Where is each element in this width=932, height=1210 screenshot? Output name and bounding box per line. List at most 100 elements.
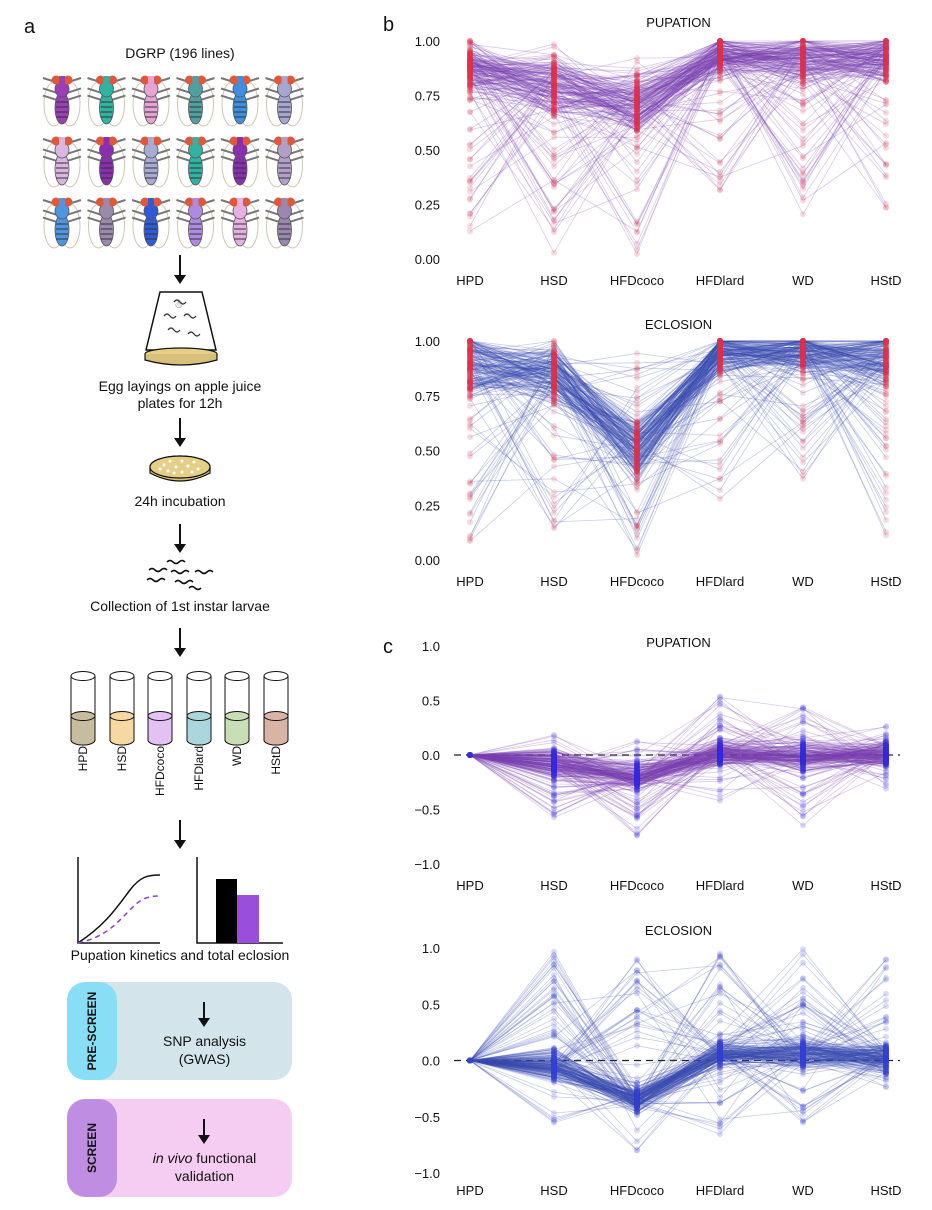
line-series (469, 350, 887, 454)
data-point (800, 38, 806, 44)
data-point (551, 382, 557, 389)
data-point (467, 53, 473, 59)
data-point (883, 73, 889, 80)
data-point (634, 115, 640, 122)
data-point (634, 186, 640, 193)
data-point (800, 338, 806, 344)
data-point (634, 460, 640, 467)
data-point (800, 347, 806, 353)
data-point (883, 383, 889, 390)
data-point (551, 107, 557, 114)
data-point (717, 344, 723, 351)
line-series (469, 344, 887, 454)
data-point (883, 61, 889, 68)
data-point (551, 345, 557, 351)
data-point (467, 382, 473, 389)
data-point (717, 357, 723, 363)
data-point (800, 101, 806, 108)
data-point (634, 442, 640, 449)
line-series (469, 340, 887, 443)
x-tick-label: HSD (540, 1183, 567, 1198)
data-point (717, 50, 723, 57)
data-point (467, 67, 473, 74)
line-series (469, 40, 887, 146)
data-point (717, 711, 723, 718)
data-point (800, 47, 806, 54)
data-point (634, 1042, 640, 1049)
data-point (634, 439, 640, 446)
data-point (467, 434, 473, 440)
data-point (467, 69, 473, 76)
line-series (469, 340, 887, 467)
data-point (883, 361, 889, 368)
data-point (800, 47, 806, 54)
data-point (883, 383, 889, 390)
data-point (800, 338, 806, 344)
data-point (467, 63, 473, 70)
line-series (469, 344, 887, 461)
data-point (717, 345, 723, 352)
data-point (800, 185, 806, 192)
data-point (467, 67, 473, 74)
data-point (634, 445, 640, 452)
data-point (634, 419, 640, 426)
data-point (883, 43, 889, 50)
line-series (469, 346, 887, 455)
line-series (469, 340, 887, 470)
data-point (467, 347, 473, 354)
data-point (467, 346, 473, 353)
data-point (551, 80, 557, 87)
data-point (883, 41, 889, 48)
data-point (800, 65, 806, 72)
data-point (883, 64, 889, 71)
pupation-kinetics-mini-chart (77, 857, 161, 944)
data-point (551, 352, 557, 359)
screen-italic-text: in vivo (152, 1150, 193, 1166)
line-series (469, 340, 887, 393)
data-point (551, 85, 557, 92)
data-point (634, 106, 640, 113)
data-point (883, 51, 889, 58)
data-point (717, 57, 723, 64)
data-point (800, 813, 806, 820)
data-point (634, 417, 640, 424)
data-point (717, 52, 723, 59)
data-point (717, 358, 723, 365)
data-point (717, 56, 723, 63)
data-point (883, 340, 889, 347)
data-point (883, 358, 889, 365)
data-point (883, 345, 889, 352)
data-point (800, 49, 806, 56)
data-point (467, 417, 473, 424)
data-point (800, 74, 806, 81)
data-point (634, 240, 640, 247)
data-point (634, 128, 640, 135)
line-series (469, 45, 887, 91)
data-point (800, 67, 806, 74)
data-point (883, 382, 889, 389)
data-point (551, 72, 557, 79)
data-point (717, 43, 723, 50)
data-point (551, 432, 557, 439)
data-point (800, 53, 806, 60)
data-point (634, 463, 640, 470)
data-point (551, 41, 557, 47)
line-series (469, 40, 887, 124)
line-series (469, 346, 887, 444)
data-point (551, 360, 557, 367)
data-point (800, 42, 806, 49)
y-tick-label: 0.5 (422, 997, 440, 1012)
data-point (467, 340, 473, 347)
data-point (551, 338, 557, 344)
data-point (551, 65, 557, 71)
data-point (634, 96, 640, 103)
data-point (634, 92, 640, 99)
data-point (467, 179, 473, 185)
data-point (467, 365, 473, 372)
line-series (469, 55, 887, 225)
data-point (634, 449, 640, 456)
fly-icon (220, 197, 260, 249)
data-point (634, 456, 640, 463)
data-point (467, 380, 473, 387)
data-point (883, 359, 889, 366)
